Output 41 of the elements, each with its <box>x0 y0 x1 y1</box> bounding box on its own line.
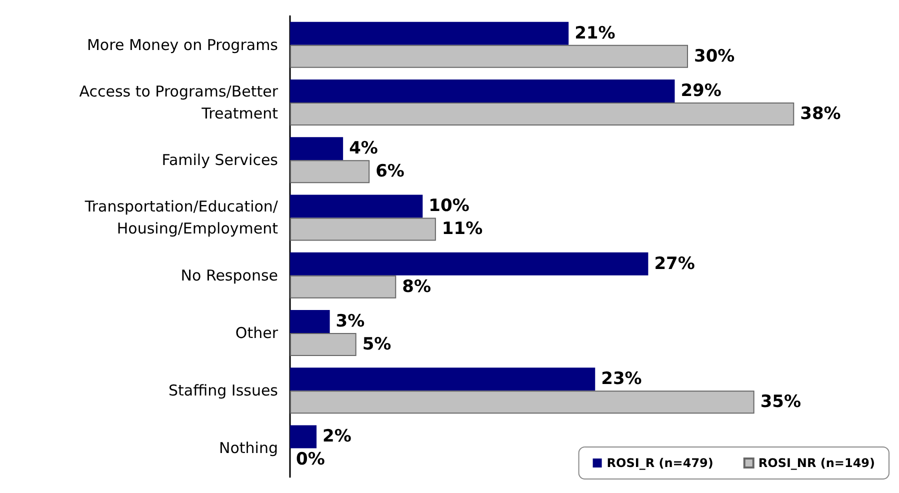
bar <box>290 425 317 448</box>
bar <box>290 160 370 184</box>
bar <box>290 332 356 356</box>
data-label: 0% <box>296 450 325 470</box>
bar <box>290 22 569 45</box>
data-label: 10% <box>428 196 470 216</box>
bar <box>290 194 423 218</box>
data-label: 21% <box>574 23 616 44</box>
bar <box>290 390 754 414</box>
data-label: 5% <box>362 334 392 354</box>
data-label: 2% <box>322 426 352 447</box>
y-tick-label: Nothing <box>219 439 278 458</box>
y-tick-label: Transportation/Education/ Housing/Employment <box>84 198 279 238</box>
bar <box>290 275 396 298</box>
data-label: 4% <box>349 138 378 159</box>
y-tick-label: Staffing Issues <box>168 382 278 400</box>
bar <box>290 137 344 160</box>
data-label: 38% <box>800 104 841 124</box>
data-label: 3% <box>336 311 365 332</box>
data-label: 6% <box>376 162 404 182</box>
bar <box>290 79 675 102</box>
bar <box>290 218 436 241</box>
legend-label: ROSI_R (n=479) <box>606 456 714 470</box>
y-tick-label: Access to Programs/Better Treatment <box>79 82 279 122</box>
data-label: 11% <box>442 219 483 240</box>
data-label: 23% <box>601 369 642 390</box>
y-tick-label: More Money on Programs <box>86 36 278 54</box>
y-tick-label: Family Services <box>162 151 278 170</box>
y-tick-label: Other <box>235 324 279 342</box>
bar <box>290 368 596 391</box>
data-label: 35% <box>760 392 802 412</box>
data-label: 8% <box>402 276 432 297</box>
bar <box>290 102 794 126</box>
data-label: 29% <box>680 80 722 101</box>
y-tick-label: No Response <box>180 266 278 284</box>
data-label: 30% <box>694 46 735 66</box>
bar <box>290 310 330 333</box>
legend-label: ROSI_NR (n=149) <box>758 456 875 470</box>
bar <box>290 252 648 276</box>
bar <box>290 44 688 68</box>
data-label: 27% <box>654 254 695 274</box>
